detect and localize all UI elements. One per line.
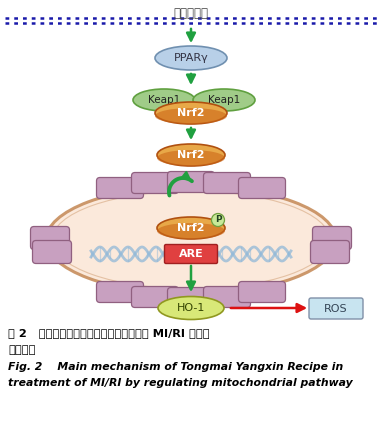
Ellipse shape bbox=[157, 144, 225, 166]
Ellipse shape bbox=[46, 186, 336, 294]
Ellipse shape bbox=[212, 214, 225, 227]
Text: Fig. 2    Main mechanism of Tongmai Yangxin Recipe in: Fig. 2 Main mechanism of Tongmai Yangxin… bbox=[8, 362, 343, 372]
Ellipse shape bbox=[157, 223, 225, 239]
Ellipse shape bbox=[155, 102, 227, 124]
Text: Nrf2: Nrf2 bbox=[177, 108, 205, 118]
FancyBboxPatch shape bbox=[238, 178, 285, 199]
FancyBboxPatch shape bbox=[97, 282, 144, 302]
FancyBboxPatch shape bbox=[165, 245, 217, 264]
Ellipse shape bbox=[155, 108, 227, 124]
Text: HO-1: HO-1 bbox=[177, 303, 205, 313]
Text: Nrf2: Nrf2 bbox=[177, 150, 205, 160]
Ellipse shape bbox=[155, 46, 227, 70]
Text: Keap1: Keap1 bbox=[148, 95, 180, 105]
FancyBboxPatch shape bbox=[97, 178, 144, 199]
FancyBboxPatch shape bbox=[204, 286, 251, 307]
FancyBboxPatch shape bbox=[167, 172, 215, 193]
FancyBboxPatch shape bbox=[31, 227, 70, 249]
Ellipse shape bbox=[193, 89, 255, 111]
Text: Nrf2: Nrf2 bbox=[177, 223, 205, 233]
FancyBboxPatch shape bbox=[312, 227, 351, 249]
Ellipse shape bbox=[133, 89, 195, 111]
Ellipse shape bbox=[158, 297, 224, 319]
FancyBboxPatch shape bbox=[309, 298, 363, 319]
Text: ROS: ROS bbox=[324, 304, 348, 313]
FancyBboxPatch shape bbox=[131, 172, 178, 194]
Ellipse shape bbox=[157, 217, 225, 239]
FancyBboxPatch shape bbox=[167, 288, 215, 308]
Ellipse shape bbox=[157, 150, 225, 166]
FancyBboxPatch shape bbox=[204, 172, 251, 194]
Text: PPARγ: PPARγ bbox=[174, 53, 208, 63]
Text: ARE: ARE bbox=[179, 249, 203, 259]
Text: treatment of MI/RI by regulating mitochondrial pathway: treatment of MI/RI by regulating mitocho… bbox=[8, 378, 353, 388]
FancyBboxPatch shape bbox=[131, 286, 178, 307]
Text: 作用机制: 作用机制 bbox=[8, 345, 36, 355]
Text: 通脉养心方: 通脉养心方 bbox=[173, 7, 209, 20]
Text: P: P bbox=[215, 215, 221, 224]
Text: Keap1: Keap1 bbox=[208, 95, 240, 105]
Text: 图 2   通脉养心方通过调节线粒体途径治疗 MI/RI 的主要: 图 2 通脉养心方通过调节线粒体途径治疗 MI/RI 的主要 bbox=[8, 328, 210, 338]
FancyBboxPatch shape bbox=[311, 240, 350, 264]
FancyBboxPatch shape bbox=[32, 240, 71, 264]
FancyBboxPatch shape bbox=[238, 282, 285, 302]
